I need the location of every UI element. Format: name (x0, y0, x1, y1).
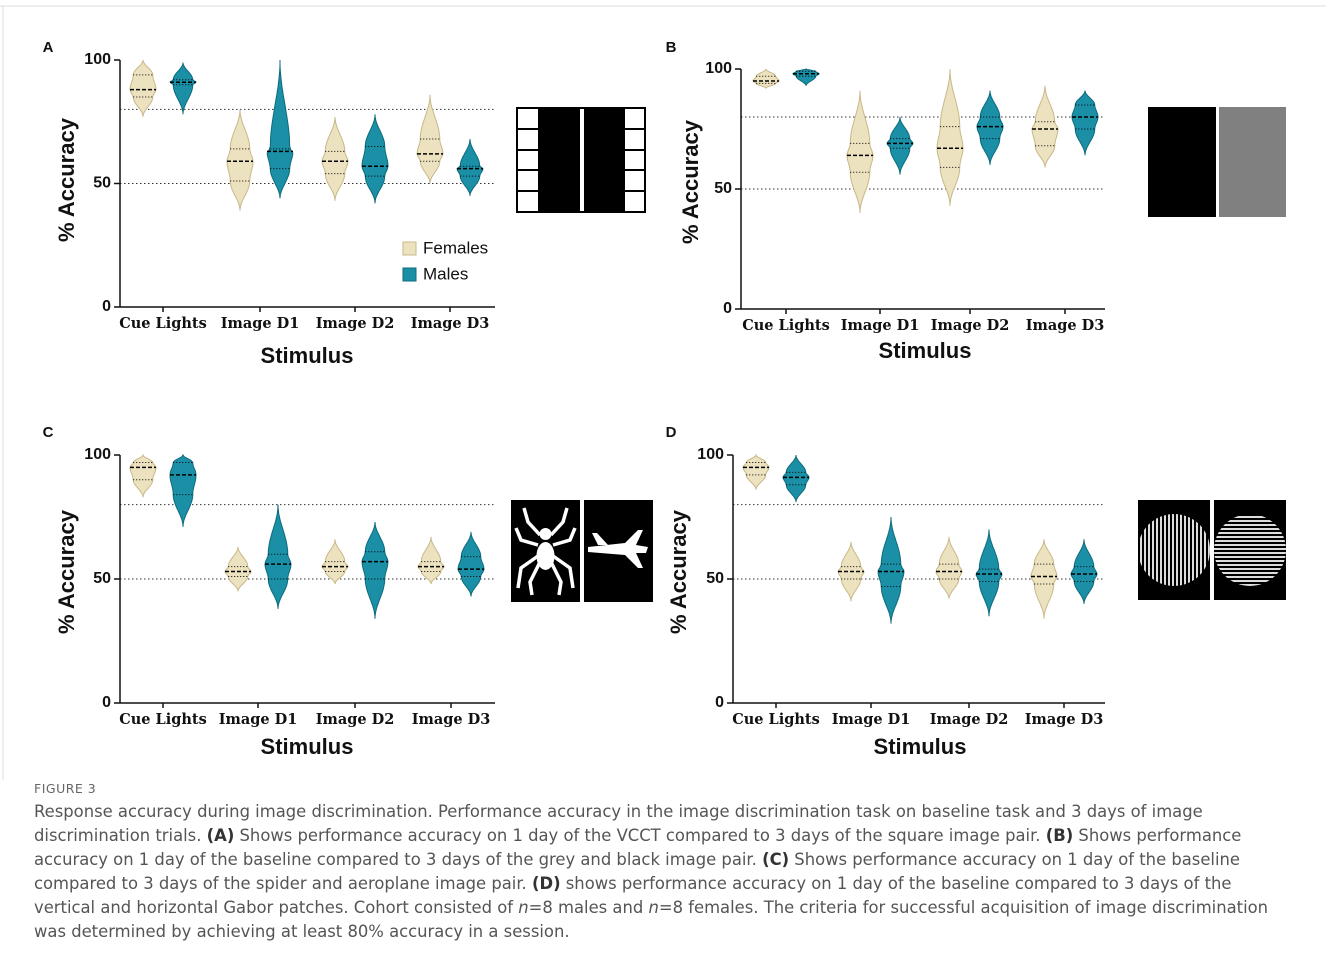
y-tick-label: 0 (715, 694, 724, 711)
violin (361, 521, 389, 619)
x-tick-label: Cue Lights (732, 711, 820, 728)
x-tick-label: Image D2 (930, 711, 1009, 728)
y-axis-label: % Accuracy (678, 119, 703, 244)
stimulus-image (516, 107, 646, 213)
caption-text: n (648, 898, 659, 917)
x-axis-label: Stimulus (261, 343, 354, 368)
x-tick-label: Image D3 (412, 711, 491, 728)
y-axis-label: % Accuracy (54, 509, 79, 634)
violin (321, 116, 349, 201)
legend-label: Males (423, 264, 468, 283)
violin (266, 60, 294, 199)
caption-text: =8 females. The criteria for successful … (34, 898, 1269, 941)
stimulus-image (511, 500, 653, 602)
violin (417, 536, 445, 585)
violin (1031, 85, 1059, 168)
x-tick-label: Image D2 (316, 711, 395, 728)
x-tick-label: Image D3 (1026, 317, 1105, 334)
legend-swatch (402, 267, 417, 282)
legend-label: Females (423, 238, 488, 257)
y-tick-label: 0 (723, 300, 732, 317)
y-tick-label: 0 (102, 694, 111, 711)
y-axis-label: % Accuracy (54, 117, 79, 242)
caption-text: Shows performance accuracy on 1 day of t… (234, 826, 1046, 845)
violin (1071, 90, 1099, 156)
y-tick-label: 50 (714, 180, 732, 197)
panel-label: A (43, 39, 54, 56)
violin (752, 68, 780, 90)
violin (877, 516, 905, 624)
caption-text: (C) (762, 850, 790, 869)
panel-label: C (43, 424, 54, 441)
caption-text: (D) (531, 874, 561, 893)
violin (129, 59, 157, 117)
figure: A % Accuracy Stimulus 0 50 100 Cue Lights Image… (0, 5, 1326, 780)
x-tick-label: Image D1 (832, 711, 911, 728)
caption-text: (A) (206, 826, 235, 845)
caption-text: n (518, 898, 529, 917)
violin (224, 546, 252, 592)
violin (456, 138, 484, 196)
violin (169, 454, 197, 527)
y-tick-label: 100 (705, 60, 732, 77)
y-tick-label: 0 (102, 298, 111, 315)
y-tick-label: 50 (93, 570, 111, 587)
violin (886, 116, 914, 175)
violin (169, 62, 197, 115)
y-axis-label: % Accuracy (666, 509, 691, 634)
stimulus-image (1148, 107, 1286, 217)
panel-label: B (666, 39, 677, 56)
violin (936, 68, 964, 206)
x-tick-label: Cue Lights (119, 315, 207, 332)
violin (976, 90, 1004, 166)
x-tick-label: Cue Lights (119, 711, 207, 728)
stimulus-image (1138, 500, 1286, 600)
y-tick-label: 100 (697, 446, 724, 463)
violin (361, 114, 389, 204)
caption-text: (B) (1045, 826, 1074, 845)
violin (457, 531, 485, 597)
y-tick-label: 50 (706, 570, 724, 587)
violin (742, 453, 770, 490)
caption-text: =8 males and (528, 898, 649, 917)
y-tick-label: 100 (84, 446, 111, 463)
x-tick-label: Image D3 (1025, 711, 1104, 728)
violin (846, 90, 874, 214)
x-tick-label: Image D1 (221, 315, 300, 332)
x-tick-label: Image D1 (219, 711, 298, 728)
violin (782, 454, 810, 503)
x-tick-label: Image D2 (316, 315, 395, 332)
violin (264, 504, 292, 609)
x-tick-label: Image D3 (411, 315, 490, 332)
violin (226, 109, 254, 211)
caption-text: shows performance accuracy on 1 day of t… (34, 874, 1232, 917)
violin (1030, 539, 1058, 619)
panel-label: D (666, 424, 677, 441)
x-axis-label: Stimulus (874, 734, 967, 759)
x-tick-label: Image D1 (841, 317, 920, 334)
y-tick-label: 100 (84, 51, 111, 68)
x-tick-label: Cue Lights (742, 317, 830, 334)
figure-label: FIGURE 3 (34, 781, 97, 796)
caption-text: Response accuracy during image discrimin… (34, 802, 1203, 845)
caption-text: Shows performance accuracy on 1 day of t… (34, 850, 1241, 893)
legend-swatch (402, 241, 417, 256)
x-axis-label: Stimulus (261, 734, 354, 759)
y-tick-label: 50 (93, 175, 111, 192)
violin (935, 536, 963, 599)
caption-text: Shows performance accuracy on 1 day of t… (34, 826, 1242, 869)
violin (1070, 539, 1098, 604)
x-axis-label: Stimulus (879, 338, 972, 363)
violin (129, 453, 157, 498)
violin (975, 529, 1003, 617)
caption: Response accuracy during image discrimin… (34, 800, 1284, 944)
x-tick-label: Image D2 (931, 317, 1010, 334)
